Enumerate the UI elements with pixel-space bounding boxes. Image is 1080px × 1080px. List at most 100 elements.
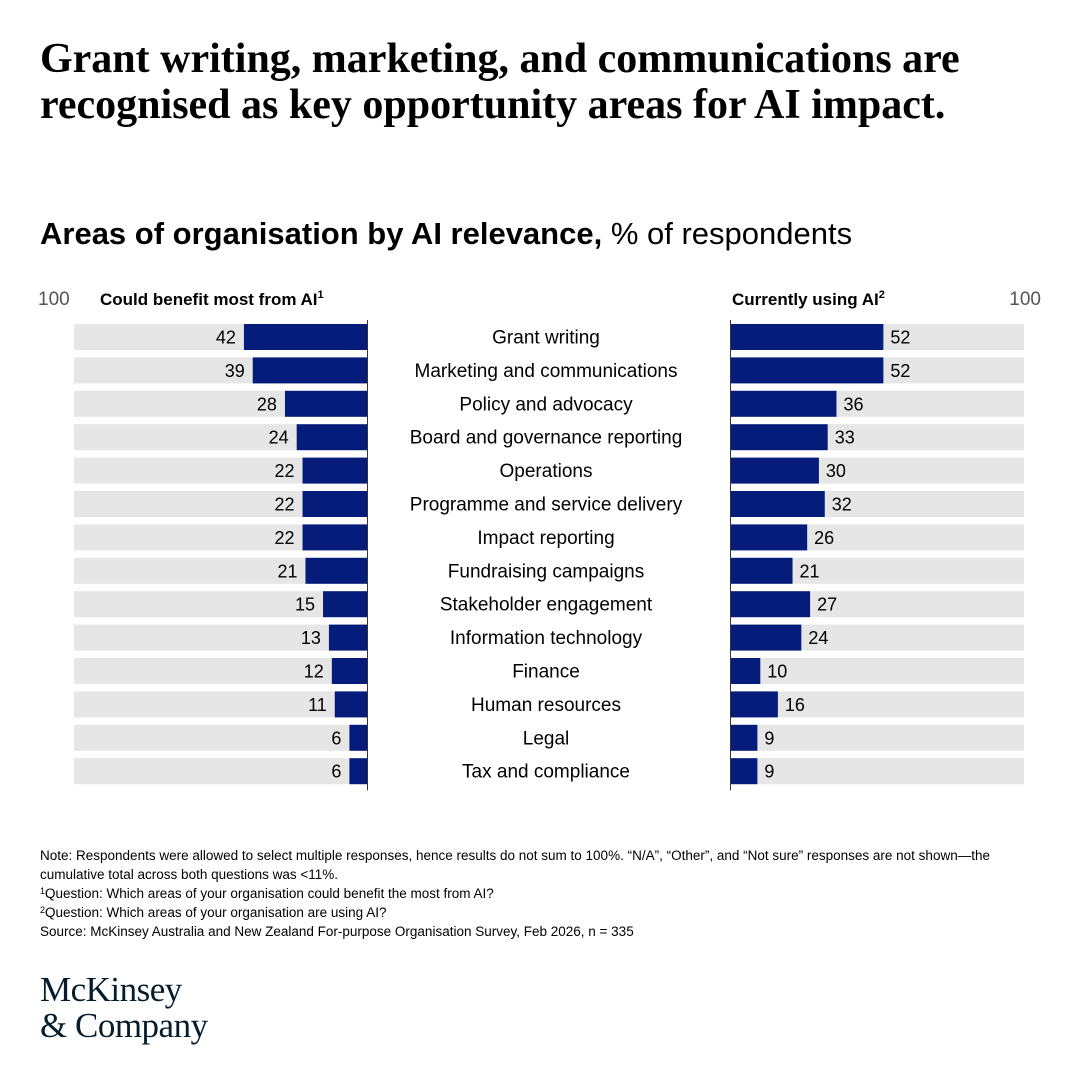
footnote-2-mark: 2 [40,905,46,915]
right-track [731,724,1024,751]
right-value-label: 52 [890,328,910,348]
right-bar [731,424,828,451]
right-value-label: 24 [808,628,828,648]
left-bar [296,424,367,451]
footnote-1-text: Question: Which areas of your organisati… [45,886,494,901]
footnote-2-text: Question: Which areas of your organisati… [45,905,387,920]
category-label: Tax and compliance [462,762,630,783]
left-bar [328,624,367,651]
right-bar [731,724,758,751]
left-bar [331,658,367,684]
right-bar [731,658,761,684]
footnote-1: 1Question: Which areas of your organisat… [40,884,1040,903]
right-bar [731,390,837,417]
left-track [74,658,367,684]
left-bar [349,758,367,785]
right-bar [731,324,884,350]
left-value-label: 39 [225,361,245,381]
right-axis-max-label: 100 [1009,289,1041,310]
subtitle-bold: Areas of organisation by AI relevance, [40,216,603,251]
left-bar [302,524,367,551]
right-value-label: 52 [890,361,910,381]
left-value-label: 22 [275,461,295,481]
mckinsey-logo: McKinsey & Company [40,972,208,1044]
left-value-label: 6 [331,762,341,782]
category-label: Stakeholder engagement [440,595,653,616]
left-value-label: 42 [216,328,236,348]
left-bar [302,457,367,484]
left-bar [349,724,367,751]
left-value-label: 24 [269,428,289,448]
category-label: Human resources [471,695,621,716]
right-value-label: 32 [832,495,852,515]
right-bar [731,624,802,651]
left-value-label: 22 [275,495,295,515]
left-value-label: 28 [257,394,277,414]
right-bar [731,591,811,618]
right-bar [731,357,884,384]
footnote-1-mark: 1 [40,886,46,896]
left-track [74,724,367,751]
right-series-footnote-mark: 2 [879,289,885,301]
butterfly-bar-chart: 100 Could benefit most from AI1 Currently … [38,289,1041,791]
right-value-label: 21 [800,561,820,581]
right-bar [731,457,819,484]
category-label: Marketing and communications [415,361,678,382]
right-bar [731,524,808,551]
left-value-label: 12 [304,662,324,682]
left-bar [334,691,367,718]
left-track [74,591,367,618]
right-value-label: 30 [826,461,846,481]
right-value-label: 27 [817,595,837,615]
left-bar [323,591,367,618]
right-value-label: 33 [835,428,855,448]
footnotes: Note: Respondents were allowed to select… [40,846,1040,941]
category-label: Finance [512,662,580,683]
category-label: Information technology [450,628,643,649]
category-label: Legal [523,728,570,749]
right-value-label: 26 [814,528,834,548]
left-value-label: 11 [308,695,327,715]
chart-subtitle: Areas of organisation by AI relevance, %… [40,215,1040,253]
right-value-label: 36 [843,394,863,414]
subtitle-unit: % of respondents [610,216,853,251]
left-axis-max-label: 100 [38,289,70,310]
right-track [731,758,1024,785]
left-bar [305,557,367,584]
category-label: Policy and advocacy [459,394,633,415]
right-track [731,658,1024,684]
left-value-label: 6 [331,728,341,748]
category-label: Grant writing [492,328,600,349]
left-value-label: 22 [275,528,295,548]
right-value-label: 10 [767,662,787,682]
left-value-label: 13 [301,628,321,648]
category-label: Fundraising campaigns [448,561,644,582]
left-bar [243,324,367,350]
category-label: Programme and service delivery [410,495,683,516]
left-value-label: 15 [295,595,315,615]
left-track [74,758,367,785]
right-bar [731,557,793,584]
right-series-header: Currently using AI2 [732,289,885,309]
left-track [74,624,367,651]
right-track [731,691,1024,718]
note-text: Note: Respondents were allowed to select… [40,848,990,882]
left-series-footnote-mark: 1 [318,289,324,301]
logo-line-1: McKinsey [40,970,182,1009]
left-bar [252,357,367,384]
right-bar [731,491,825,517]
right-bar [731,758,758,785]
category-label: Operations [500,461,593,482]
left-bar [284,390,367,417]
right-value-label: 9 [764,728,774,748]
category-label: Board and governance reporting [410,428,683,449]
left-value-label: 21 [277,561,297,581]
left-bar [302,491,367,517]
right-value-label: 16 [785,695,805,715]
left-track [74,691,367,718]
headline: Grant writing, marketing, and communicat… [40,36,960,128]
source-text: Source: McKinsey Australia and New Zeala… [40,924,634,939]
right-value-label: 9 [764,762,774,782]
right-bar [731,691,778,718]
logo-line-2: & Company [40,1006,208,1045]
